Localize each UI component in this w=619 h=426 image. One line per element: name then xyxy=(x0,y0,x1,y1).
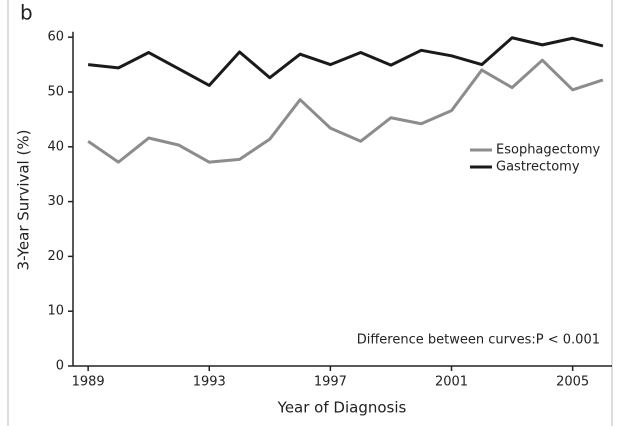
x-axis-label: Year of Diagnosis xyxy=(277,399,407,417)
x-tick-label: 2001 xyxy=(435,375,468,390)
x-tick-label: 1997 xyxy=(314,375,347,390)
series-line xyxy=(87,58,604,164)
x-tick-label: 1993 xyxy=(193,375,226,390)
y-axis-label: 3-Year Survival (%) xyxy=(15,130,33,271)
legend-label: Esophagectomy xyxy=(496,143,601,158)
series-line xyxy=(87,36,604,87)
x-tick-label: 2005 xyxy=(556,375,589,390)
y-tick-label: 60 xyxy=(47,30,64,45)
y-tick-label: 40 xyxy=(47,139,64,154)
y-tick-label: 10 xyxy=(47,304,64,319)
y-tick-label: 30 xyxy=(47,194,64,209)
y-tick-label: 0 xyxy=(56,359,64,374)
y-tick-label: 50 xyxy=(47,84,64,99)
legend-label: Gastrectomy xyxy=(496,160,580,175)
x-tick-label: 1989 xyxy=(72,375,105,390)
y-tick-label: 20 xyxy=(47,249,64,264)
panel-label: b xyxy=(20,1,33,25)
annotation: Difference between curves:P < 0.001 xyxy=(357,333,600,348)
